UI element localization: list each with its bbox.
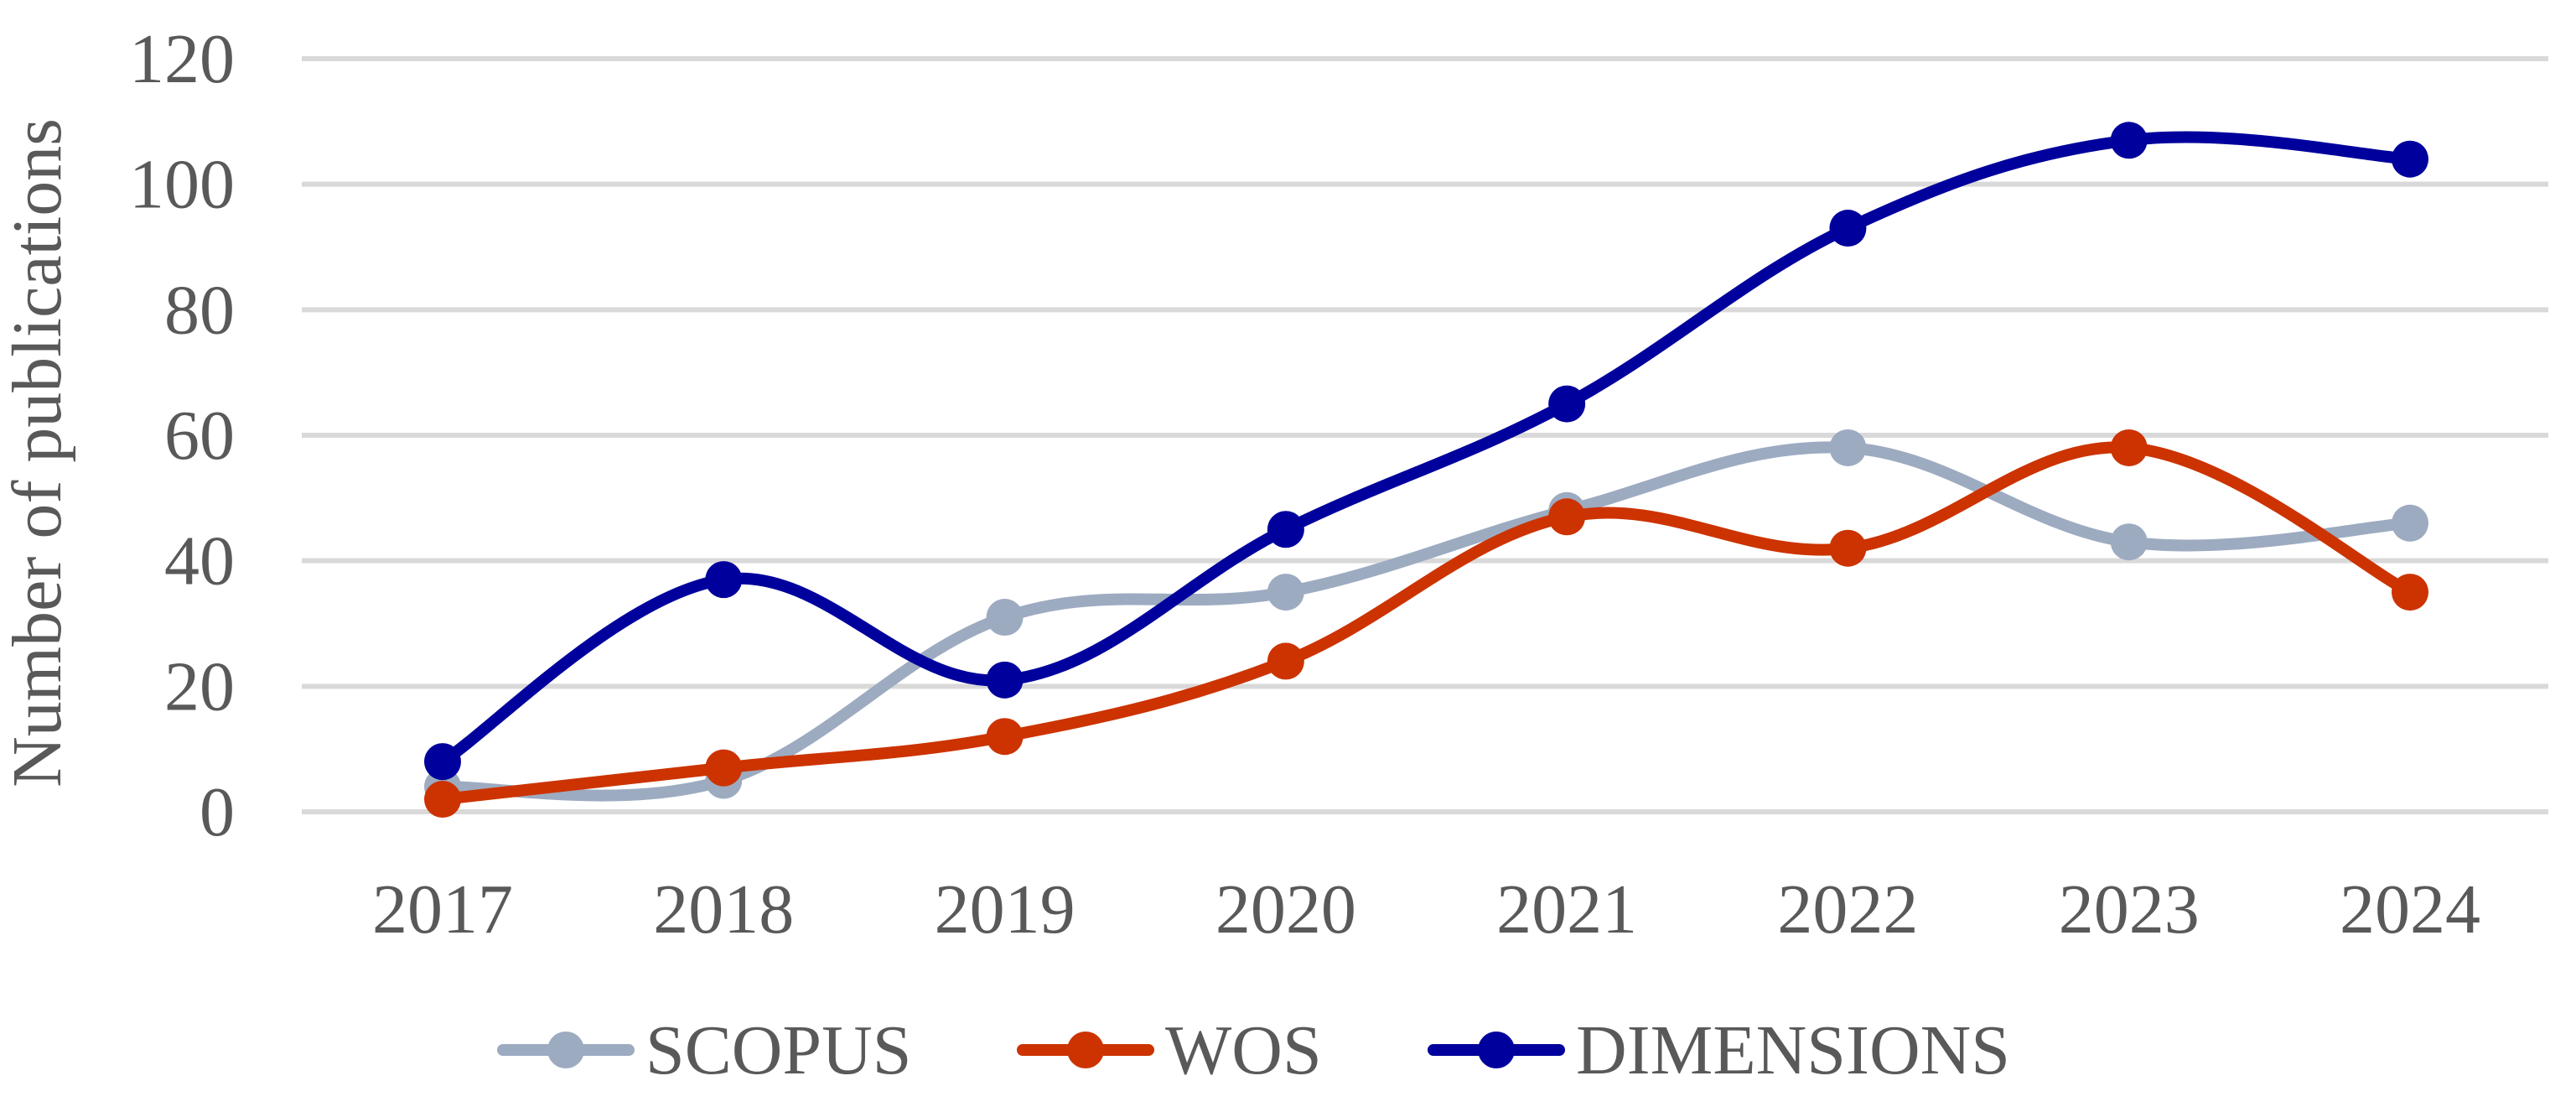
legend-item-dimensions: DIMENSIONS bbox=[1428, 1011, 2010, 1089]
data-point-dimensions-2021 bbox=[1548, 385, 1586, 423]
data-point-dimensions-2018 bbox=[705, 561, 743, 599]
data-point-dimensions-2020 bbox=[1267, 511, 1304, 548]
data-point-wos-2021 bbox=[1548, 498, 1586, 536]
x-tick-label: 2019 bbox=[935, 871, 1075, 948]
data-point-scopus-2024 bbox=[2392, 504, 2428, 542]
legend-item-wos: WOS bbox=[1017, 1011, 1322, 1089]
series-line-scopus bbox=[437, 441, 2416, 802]
data-point-scopus-2019 bbox=[986, 599, 1024, 637]
series-scopus bbox=[424, 429, 2428, 806]
series-dimensions bbox=[424, 122, 2428, 781]
x-tick-label: 2017 bbox=[372, 871, 513, 948]
y-axis-label: Number of publications bbox=[0, 118, 76, 787]
x-tick-label: 2018 bbox=[653, 871, 794, 948]
data-point-wos-2017 bbox=[424, 781, 461, 819]
legend: SCOPUS WOS DIMENSIONS bbox=[497, 1011, 2010, 1089]
data-point-scopus-2023 bbox=[2110, 523, 2148, 561]
legend-label: SCOPUS bbox=[645, 1011, 912, 1089]
data-point-wos-2022 bbox=[1829, 529, 1867, 567]
legend-item-scopus: SCOPUS bbox=[497, 1011, 912, 1089]
y-tick-label: 120 bbox=[129, 20, 235, 98]
y-tick-label: 40 bbox=[164, 522, 235, 600]
data-point-wos-2019 bbox=[986, 718, 1024, 756]
data-point-wos-2023 bbox=[2110, 429, 2148, 466]
legend-label: DIMENSIONS bbox=[1576, 1011, 2010, 1089]
data-point-scopus-2020 bbox=[1267, 574, 1304, 611]
y-tick-label: 20 bbox=[164, 647, 235, 725]
data-point-dimensions-2017 bbox=[424, 743, 461, 781]
series-line-wos bbox=[437, 441, 2416, 806]
legend-swatch-marker bbox=[1067, 1032, 1104, 1068]
legend-swatch-marker bbox=[547, 1032, 584, 1068]
legend-label: WOS bbox=[1165, 1011, 1322, 1089]
series-wos bbox=[424, 429, 2428, 819]
series-lines bbox=[424, 122, 2428, 819]
data-point-dimensions-2023 bbox=[2110, 122, 2148, 159]
data-point-dimensions-2019 bbox=[986, 661, 1024, 699]
y-tick-label: 0 bbox=[200, 773, 235, 851]
y-tick-label: 100 bbox=[129, 146, 235, 224]
x-tick-label: 2023 bbox=[2059, 871, 2200, 948]
data-point-wos-2018 bbox=[705, 749, 743, 787]
series-line-dimensions bbox=[437, 131, 2416, 768]
data-point-scopus-2022 bbox=[1829, 429, 1867, 466]
data-point-dimensions-2022 bbox=[1829, 210, 1867, 247]
x-tick-label: 2021 bbox=[1496, 871, 1637, 948]
data-point-dimensions-2024 bbox=[2392, 140, 2428, 178]
y-tick-label: 60 bbox=[164, 397, 235, 475]
x-axis-ticks: 2017 2018 2019 2020 2021 2022 2023 2024 bbox=[372, 871, 2480, 948]
x-tick-label: 2020 bbox=[1215, 871, 1356, 948]
gridlines bbox=[302, 56, 2548, 814]
y-tick-label: 80 bbox=[164, 271, 235, 349]
data-point-wos-2020 bbox=[1267, 642, 1304, 680]
y-axis-ticks: 0 20 40 60 80 100 120 bbox=[129, 20, 235, 851]
x-tick-label: 2024 bbox=[2340, 871, 2480, 948]
legend-swatch-marker bbox=[1478, 1032, 1515, 1068]
data-point-wos-2024 bbox=[2392, 574, 2428, 611]
x-tick-label: 2022 bbox=[1777, 871, 1918, 948]
